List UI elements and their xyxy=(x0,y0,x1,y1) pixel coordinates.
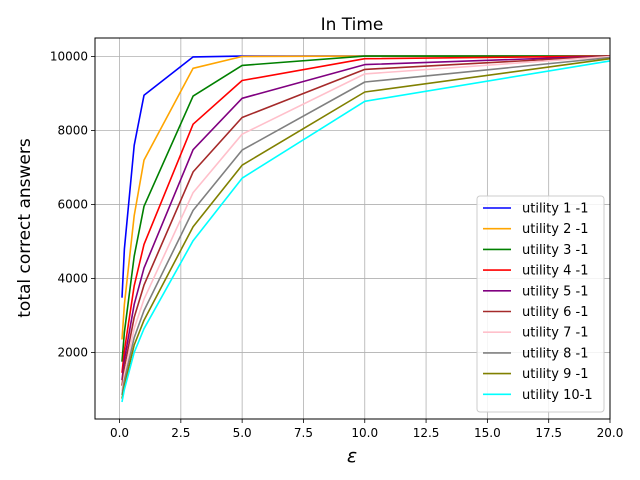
y-tick-label: 4000 xyxy=(57,271,88,285)
legend: utility 1 -1 utility 2 -1 utility 3 -1 util… xyxy=(476,195,605,413)
series-line-4 xyxy=(121,55,611,373)
y-tick-label: 10000 xyxy=(50,49,88,63)
series-line-3 xyxy=(121,55,610,362)
x-tick-label: 10.0 xyxy=(351,426,378,440)
y-axis-ticks: 2000 4000 6000 8000 10000 xyxy=(50,49,95,359)
y-axis-label: total correct answers xyxy=(15,138,35,318)
x-axis-label: ε xyxy=(347,445,357,467)
x-tick-label: 12.5 xyxy=(413,426,440,440)
legend-label: utility 5 -1 xyxy=(522,284,588,299)
series-line-7 xyxy=(121,55,611,392)
legend-label: utility 3 -1 xyxy=(522,243,588,258)
x-tick-label: 0.0 xyxy=(110,426,129,440)
x-tick-label: 17.5 xyxy=(535,426,562,440)
x-tick-label: 20.0 xyxy=(597,426,624,440)
chart-title: In Time xyxy=(321,15,384,35)
x-tick-label: 5.0 xyxy=(233,426,252,440)
legend-label: utility 10-1 xyxy=(522,388,593,403)
x-tick-label: 7.5 xyxy=(294,426,313,440)
y-tick-label: 2000 xyxy=(57,345,88,359)
series-lines xyxy=(121,55,611,403)
series-line-5 xyxy=(121,55,611,381)
series-line-9 xyxy=(121,57,611,399)
legend-label: utility 1 -1 xyxy=(522,202,588,217)
series-line-8 xyxy=(121,56,611,396)
legend-label: utility 2 -1 xyxy=(522,222,588,237)
legend-label: utility 6 -1 xyxy=(522,305,588,320)
series-line-6 xyxy=(121,55,611,386)
plot-frame xyxy=(94,37,611,420)
y-tick-label: 6000 xyxy=(57,197,88,211)
x-tick-label: 2.5 xyxy=(171,426,190,440)
legend-label: utility 4 -1 xyxy=(522,264,588,279)
series-line-10 xyxy=(121,60,611,403)
legend-label: utility 8 -1 xyxy=(522,346,588,361)
legend-label: utility 9 -1 xyxy=(522,367,588,382)
y-tick-label: 8000 xyxy=(57,123,88,137)
legend-label: utility 7 -1 xyxy=(522,326,588,341)
series-line-2 xyxy=(121,55,610,340)
x-axis-ticks: 0.0 2.5 5.0 7.5 10.0 12.5 15.0 17.5 20.0 xyxy=(110,419,623,440)
x-tick-label: 15.0 xyxy=(474,426,501,440)
